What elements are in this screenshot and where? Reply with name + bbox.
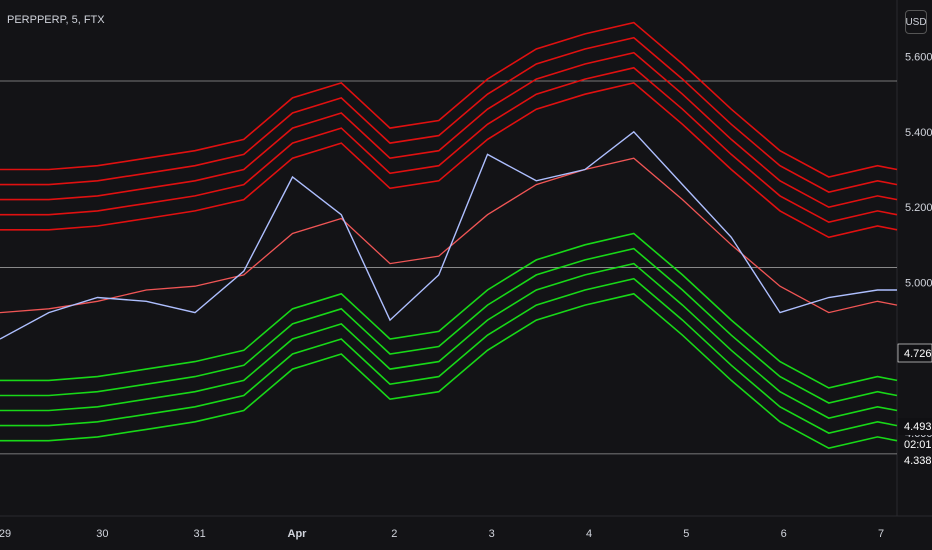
upper-band-line-5 <box>0 21 898 178</box>
partial-badge-mask <box>898 452 932 460</box>
currency-button[interactable]: USD <box>905 10 927 34</box>
x-tick-label-5: 2 <box>391 528 397 540</box>
y-tick-label-3: 5.200 <box>905 202 932 214</box>
mid-band-line <box>0 157 898 314</box>
time-axis[interactable]: 29 30 31 Apr 2 3 4 5 6 7 <box>0 528 884 540</box>
y-tick-label-1: 5.600 <box>905 51 932 63</box>
lower-band-line-4 <box>0 277 898 434</box>
y-tick-label-2: 5.400 <box>905 127 932 139</box>
partial-badge-label: 4.338 <box>904 455 932 467</box>
band-lines <box>0 21 898 450</box>
lower-band-badge <box>898 418 932 435</box>
x-tick-label-3: 31 <box>194 528 206 540</box>
price-badges: 4.726 4.493 02:01 4.338 <box>897 343 932 467</box>
lower-band-line-5 <box>0 292 898 450</box>
x-tick-label-2: 30 <box>96 528 108 540</box>
price-line-group <box>0 130 897 340</box>
upper-band-line-2 <box>0 66 898 224</box>
x-tick-label-9: 6 <box>781 528 787 540</box>
horizontal-lines <box>0 80 897 455</box>
x-tick-label-4: Apr <box>288 528 308 540</box>
x-tick-label-1: 29 <box>0 528 11 540</box>
lower-band-line-2 <box>0 247 898 404</box>
symbol-title: PERPPERP, 5, FTX <box>7 14 105 26</box>
x-tick-label-10: 7 <box>878 528 884 540</box>
upper-band-line-4 <box>0 36 898 193</box>
price-line <box>0 130 897 340</box>
lower-band-label: 4.493 <box>904 421 932 433</box>
lower-band-line-1 <box>0 232 898 389</box>
lower-band-line-3 <box>0 262 898 419</box>
x-tick-label-6: 3 <box>489 528 495 540</box>
x-tick-label-8: 5 <box>683 528 689 540</box>
y-tick-label-4: 5.000 <box>905 277 932 289</box>
upper-band-line-1 <box>0 82 898 239</box>
x-tick-label-7: 4 <box>586 528 592 540</box>
last-price-label: 4.726 <box>904 348 932 360</box>
countdown-label: 02:01 <box>904 439 932 451</box>
upper-band-line-3 <box>0 51 898 209</box>
last-price-badge <box>897 343 932 363</box>
